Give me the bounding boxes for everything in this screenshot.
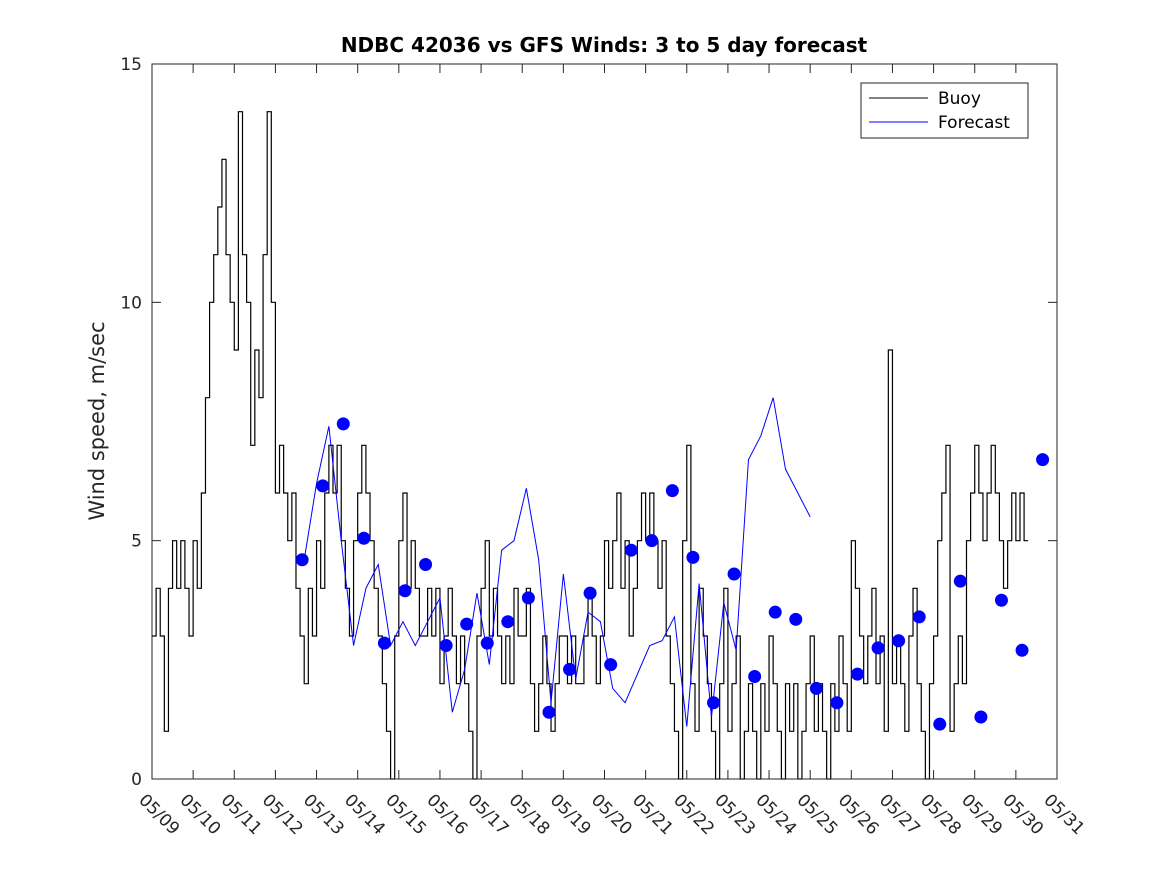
forecast-point [624,543,638,557]
forecast-point [933,717,947,731]
forecast-point [665,484,679,498]
forecast-point [1036,453,1050,467]
forecast-point [912,610,926,624]
forecast-point [398,584,412,598]
forecast-point [521,591,535,605]
plot-area [152,111,1050,780]
legend-forecast-label: Forecast [938,113,1010,133]
forecast-point [583,586,597,600]
y-axis-label: Wind speed, m/sec [85,321,109,520]
forecast-point [419,558,433,571]
legend: Buoy Forecast [860,82,1029,139]
forecast-point [994,593,1008,607]
forecast-point [460,617,474,631]
series-forecast-line [303,397,811,727]
forecast-point [850,667,864,681]
y-tick-label: 10 [120,293,142,313]
forecast-point [295,553,309,567]
y-tick-label: 0 [131,770,142,790]
y-tick-label: 15 [120,55,142,75]
forecast-point [645,534,659,548]
forecast-point [727,567,741,581]
forecast-point [892,634,906,648]
forecast-point [748,670,762,684]
legend-buoy-label: Buoy [938,89,981,109]
forecast-point [501,615,515,629]
forecast-point [604,658,618,672]
forecast-point [480,636,494,650]
y-tick-label: 5 [131,532,142,552]
forecast-point [542,705,556,719]
forecast-point [809,681,823,695]
forecast-point [1015,643,1029,657]
forecast-point [974,710,988,724]
forecast-point [707,696,721,710]
forecast-point [953,574,967,588]
series-buoy-line [152,111,1029,780]
forecast-point [768,605,782,619]
forecast-point [377,636,391,650]
forecast-point [686,550,700,564]
forecast-point [789,612,803,626]
forecast-point [336,417,350,431]
forecast-point [439,639,453,653]
forecast-point [316,479,330,493]
legend-box [860,82,1029,139]
forecast-point [871,641,885,655]
forecast-point [357,531,371,545]
forecast-point [830,696,844,710]
forecast-point [563,662,577,676]
chart-title: NDBC 42036 vs GFS Winds: 3 to 5 day fore… [341,33,868,57]
